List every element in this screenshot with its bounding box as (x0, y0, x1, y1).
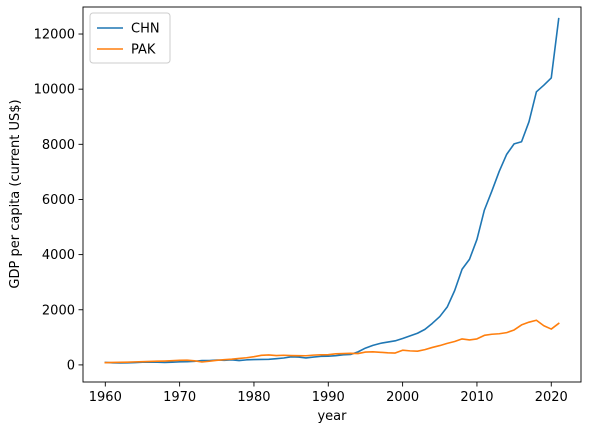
legend-label-chn: CHN (131, 22, 160, 37)
y-tick-label: 12000 (34, 28, 75, 43)
x-tick-label: 2000 (386, 390, 419, 405)
x-tick-label: 1960 (89, 390, 122, 405)
y-tick-label: 4000 (42, 248, 75, 263)
legend: CHN PAK (89, 12, 171, 64)
x-tick-label: 2020 (535, 390, 568, 405)
x-axis-label: year (317, 409, 347, 424)
legend-box (89, 12, 171, 64)
plot-frame (82, 6, 582, 383)
x-tick-label: 1970 (163, 390, 196, 405)
y-tick-label: 0 (67, 358, 75, 373)
y-axis-label: GDP per capita (current US$) (8, 99, 23, 288)
series-line-pak (104, 319, 560, 364)
x-axis: 1960 1970 1980 1990 2000 2010 2020 (89, 382, 568, 405)
x-tick-label: 1980 (237, 390, 270, 405)
y-tick-label: 8000 (42, 138, 75, 153)
plot-lines (104, 17, 560, 364)
series-line-chn (104, 17, 560, 364)
y-tick-label: 10000 (34, 83, 75, 98)
y-tick-label: 2000 (42, 303, 75, 318)
y-axis: 0 2000 4000 6000 8000 10000 12000 (34, 28, 83, 373)
y-tick-label: 6000 (42, 193, 75, 208)
x-tick-label: 2010 (460, 390, 493, 405)
x-tick-label: 1990 (312, 390, 345, 405)
legend-label-pak: PAK (131, 43, 156, 58)
